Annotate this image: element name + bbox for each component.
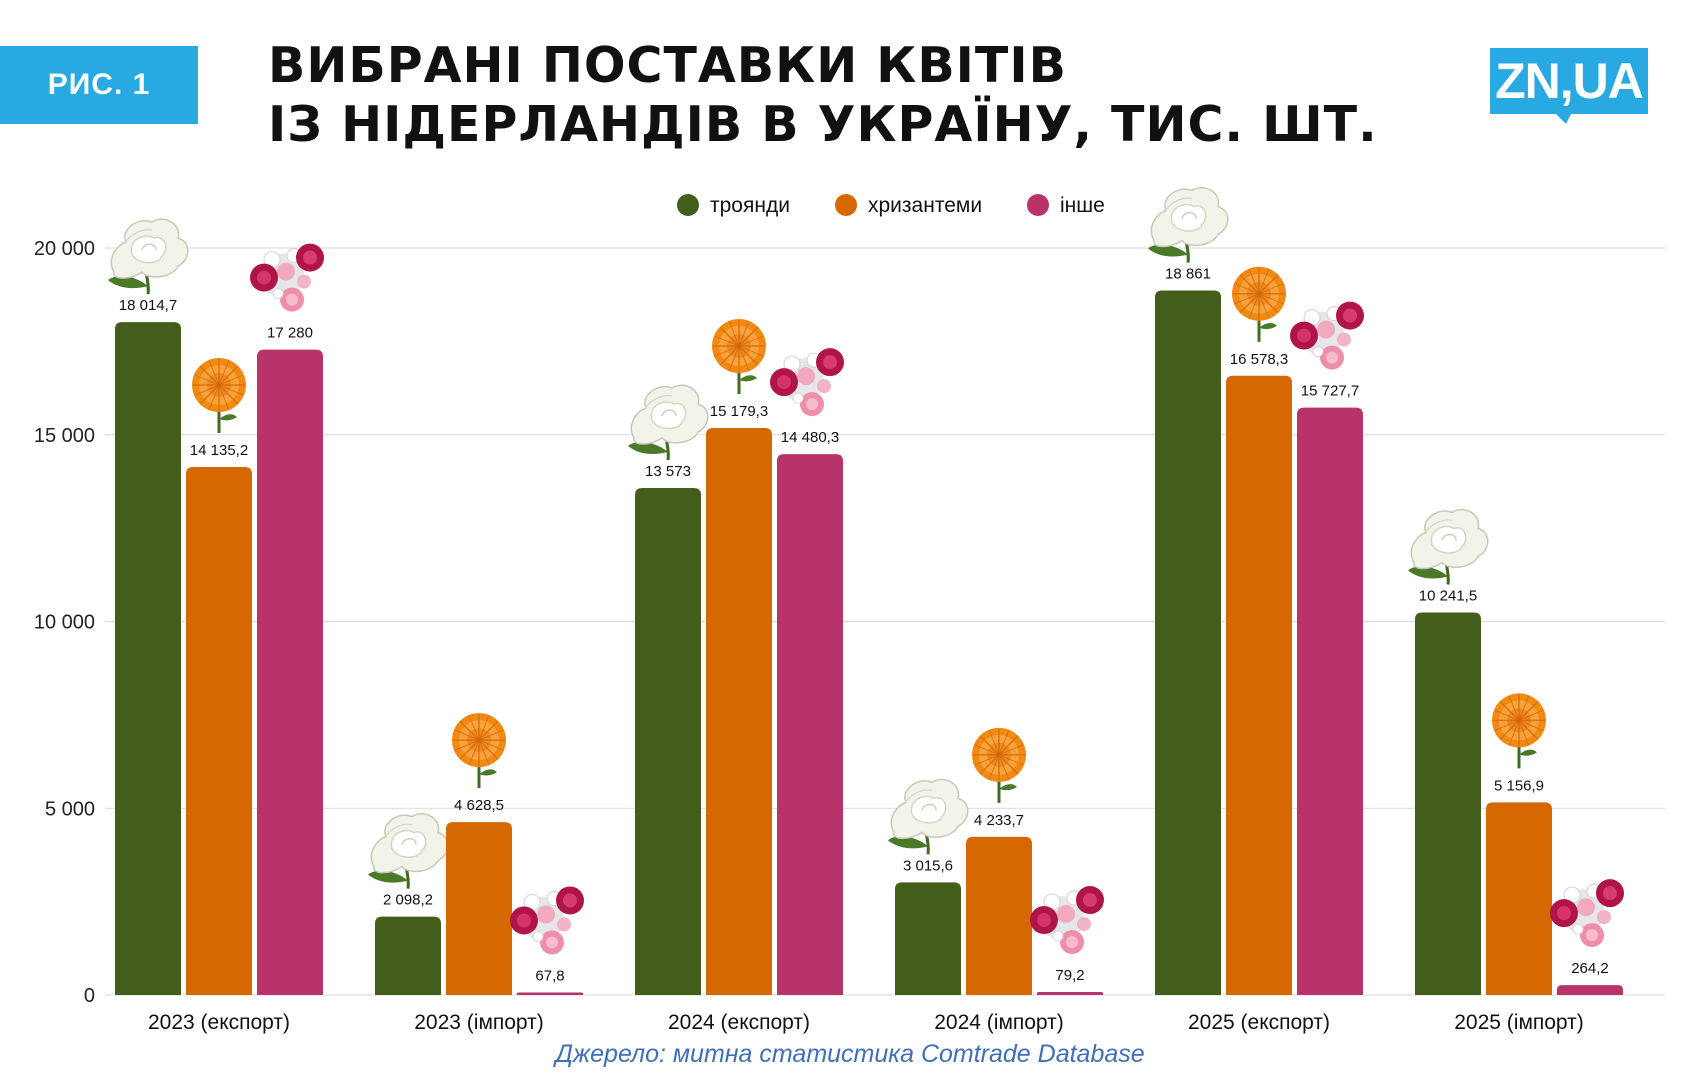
chart-title-line-1: ВИБРАНІ ПОСТАВКИ КВІТІВ: [268, 37, 1067, 94]
data-label: 10 241,5: [1419, 587, 1477, 604]
data-label: 16 578,3: [1230, 351, 1288, 368]
white-rose-icon: [1146, 186, 1230, 265]
y-tick-label: 0: [84, 985, 95, 1007]
y-tick-label: 5 000: [45, 798, 95, 820]
data-label: 2 098,2: [383, 892, 433, 909]
data-label: 17 280: [267, 325, 313, 342]
y-tick-label: 10 000: [34, 612, 95, 634]
data-label: 14 480,3: [781, 429, 839, 446]
data-label: 67,8: [535, 967, 564, 984]
category-label: 2025 (імпорт): [1454, 1011, 1584, 1034]
category-label: 2023 (експорт): [148, 1011, 290, 1034]
white-rose-icon: [1406, 508, 1490, 586]
mixed-bouquet-icon: [1029, 885, 1105, 955]
grid-layer: 0 5 000 10 000 15 000 20 000: [34, 238, 1665, 1007]
y-tick-label: 20 000: [34, 238, 95, 260]
legend-marker: [677, 194, 699, 216]
orange-chrysanthemum-icon: [970, 726, 1028, 805]
white-rose-icon: [366, 812, 450, 891]
orange-chrysanthemum-icon: [450, 711, 508, 790]
data-label: 14 135,2: [190, 442, 248, 459]
bar-other: [1557, 985, 1623, 995]
bar-other: [257, 349, 323, 995]
orange-chrysanthemum-icon: [1230, 265, 1288, 344]
bar-other: [777, 454, 843, 996]
bar-chrysanthemums: [1226, 375, 1292, 995]
bar-chart: 0 5 000 10 000 15 000 20 000 троянди хризанте…: [34, 186, 1665, 1034]
data-label: 18 861: [1165, 266, 1211, 283]
bar-chrysanthemums: [706, 428, 772, 996]
bar-roses: [635, 488, 701, 995]
source-note: Джерело: митна статистика Comtrade Datab…: [555, 1040, 1145, 1068]
bar-other: [517, 992, 583, 995]
mixed-bouquet-icon: [249, 243, 325, 313]
data-label: 264,2: [1571, 960, 1609, 977]
bar-chrysanthemums: [966, 836, 1032, 995]
white-rose-icon: [626, 383, 710, 462]
data-label: 79,2: [1055, 967, 1084, 984]
bar-other: [1297, 407, 1363, 995]
data-label: 18 014,7: [119, 297, 177, 314]
category-label: 2024 (експорт): [668, 1011, 810, 1034]
mixed-bouquet-icon: [1289, 301, 1365, 371]
category-label: 2023 (імпорт): [414, 1011, 544, 1034]
data-label: 15 179,3: [710, 403, 768, 420]
category-label: 2024 (імпорт): [934, 1011, 1064, 1034]
mixed-bouquet-icon: [1549, 878, 1625, 948]
bar-roses: [1155, 290, 1221, 996]
bar-chrysanthemums: [186, 467, 252, 995]
legend-label: троянди: [710, 194, 790, 217]
bar-roses: [115, 322, 181, 995]
bar-roses: [1415, 612, 1481, 995]
bar-roses: [375, 916, 441, 995]
mixed-bouquet-icon: [509, 885, 585, 955]
white-rose-icon: [106, 217, 190, 296]
orange-chrysanthemum-icon: [190, 356, 248, 435]
data-label: 4 628,5: [454, 797, 504, 814]
bar-chrysanthemums: [446, 822, 512, 995]
bar-roses: [895, 882, 961, 995]
bars-layer: 18 014,7 14 135,2 17 280 2023 (експорт) 2 09…: [106, 186, 1625, 1034]
legend-marker: [835, 194, 857, 216]
data-label: 4 233,7: [974, 812, 1024, 829]
legend-label: хризантеми: [868, 194, 982, 217]
data-label: 13 573: [645, 463, 691, 480]
y-tick-label: 15 000: [34, 425, 95, 447]
legend: троянди хризантеми інше: [677, 194, 1105, 217]
chart-title: ВИБРАНІ ПОСТАВКИ КВІТІВ ІЗ НІДЕРЛАНДІВ В…: [268, 36, 1378, 154]
data-label: 15 727,7: [1301, 383, 1359, 400]
logo-tail: [1554, 112, 1572, 124]
bar-other: [1037, 992, 1103, 995]
bar-chrysanthemums: [1486, 802, 1552, 995]
data-label: 5 156,9: [1494, 777, 1544, 794]
white-rose-icon: [886, 778, 970, 856]
orange-chrysanthemum-icon: [1490, 691, 1548, 770]
category-label: 2025 (експорт): [1188, 1011, 1330, 1034]
figure-badge: РИС. 1: [0, 46, 198, 124]
zn-ua-logo: ZN,UA: [1490, 48, 1648, 114]
legend-marker: [1027, 194, 1049, 216]
mixed-bouquet-icon: [769, 347, 845, 417]
orange-chrysanthemum-icon: [710, 317, 768, 396]
chart-title-line-2: ІЗ НІДЕРЛАНДІВ В УКРАЇНУ, ТИС. ШТ.: [268, 96, 1378, 153]
legend-label: інше: [1060, 194, 1105, 217]
data-label: 3 015,6: [903, 857, 953, 874]
